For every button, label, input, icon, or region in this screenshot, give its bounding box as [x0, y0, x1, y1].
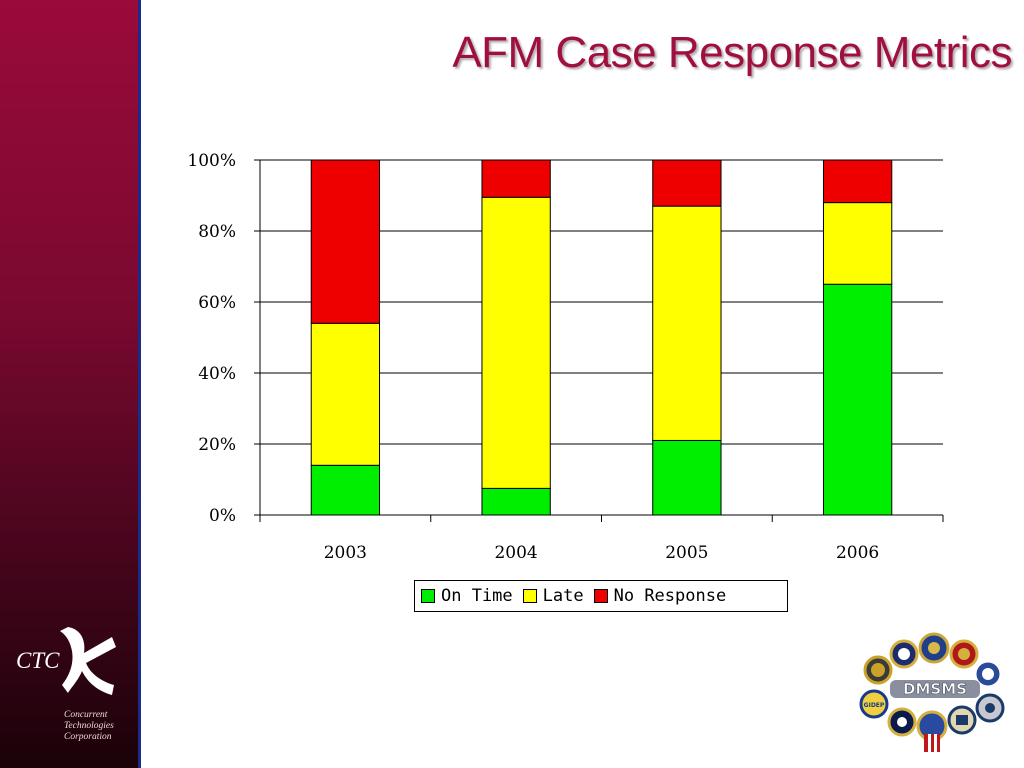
bar-on-time-2006: [822, 283, 893, 516]
legend-label: On Time: [441, 586, 513, 606]
chart-legend: On Time Late No Response: [414, 580, 788, 612]
legend-item-on-time: On Time: [421, 586, 513, 606]
dod-seal-icon: [918, 632, 950, 664]
air-force-seal-icon: [973, 659, 1003, 689]
stacked-bar-chart: 0% 20% 40% 60% 80% 100% 2003 2004 2005 2006: [187, 151, 944, 563]
bar-on-time-2005: [652, 439, 722, 516]
legend-label: Late: [542, 586, 584, 606]
bar-layer: [310, 159, 893, 516]
bar-on-time-2004: [481, 487, 551, 516]
y-tick-label: 0%: [209, 506, 236, 526]
dmsms-seal-cluster: GIDEP DMSMS: [859, 632, 1005, 752]
dmsms-banner: DMSMS: [890, 680, 980, 698]
ctc-name-line: Technologies: [64, 721, 114, 731]
dla-seal-icon: [916, 710, 948, 752]
legend-swatch: [522, 589, 537, 603]
y-tick-label: 80%: [198, 222, 236, 242]
bar-late-2006: [822, 202, 893, 285]
bar-on-time-2003: [310, 464, 381, 516]
ctc-name-line: Corporation: [64, 732, 112, 742]
gidep-seal-icon: GIDEP: [859, 689, 889, 719]
x-tick-label: 2004: [494, 543, 537, 563]
legend-swatch: [593, 589, 608, 603]
legend-item-no-response: No Response: [593, 586, 727, 606]
marines-seal-icon: [949, 639, 979, 669]
x-axis: 2003 2004 2005 2006: [259, 514, 944, 563]
bar-no-response-2004: [481, 159, 551, 198]
y-tick-label: 100%: [187, 151, 236, 171]
coast-guard-seal-icon: [975, 693, 1005, 723]
ctc-wordmark: CTC: [16, 648, 60, 673]
bar-no-response-2003: [310, 159, 381, 324]
legend-swatch: [421, 589, 435, 603]
bar-late-2003: [310, 322, 381, 466]
y-tick-label: 60%: [198, 293, 236, 313]
bar-no-response-2005: [652, 159, 722, 207]
gidep-label: GIDEP: [864, 702, 885, 709]
x-tick-label: 2003: [324, 543, 367, 563]
legend-item-late: Late: [522, 586, 584, 606]
sidebar-divider: [138, 0, 141, 768]
army-seal-icon: [863, 655, 893, 685]
nasa-seal-icon: [887, 707, 917, 737]
slide-title: AFM Case Response Metrics: [452, 28, 1012, 77]
dmsms-label: DMSMS: [903, 680, 967, 698]
ctc-company-name: Concurrent Technologies Corporation: [64, 710, 114, 743]
bar-late-2004: [481, 196, 551, 489]
ctc-name-line: Concurrent: [64, 710, 108, 720]
doc-seal-icon: [947, 705, 977, 735]
y-tick-label: 40%: [198, 364, 236, 384]
bar-late-2005: [652, 205, 722, 441]
ctc-swoosh-icon: [60, 627, 116, 695]
ctc-logo: [60, 627, 116, 695]
navy-seal-icon: [889, 639, 919, 669]
legend-label: No Response: [613, 586, 727, 606]
y-tick-label: 20%: [198, 435, 236, 455]
x-tick-label: 2005: [665, 543, 708, 563]
y-axis: 0% 20% 40% 60% 80% 100%: [187, 151, 261, 526]
x-tick-label: 2006: [836, 543, 879, 563]
bar-no-response-2006: [822, 159, 893, 204]
